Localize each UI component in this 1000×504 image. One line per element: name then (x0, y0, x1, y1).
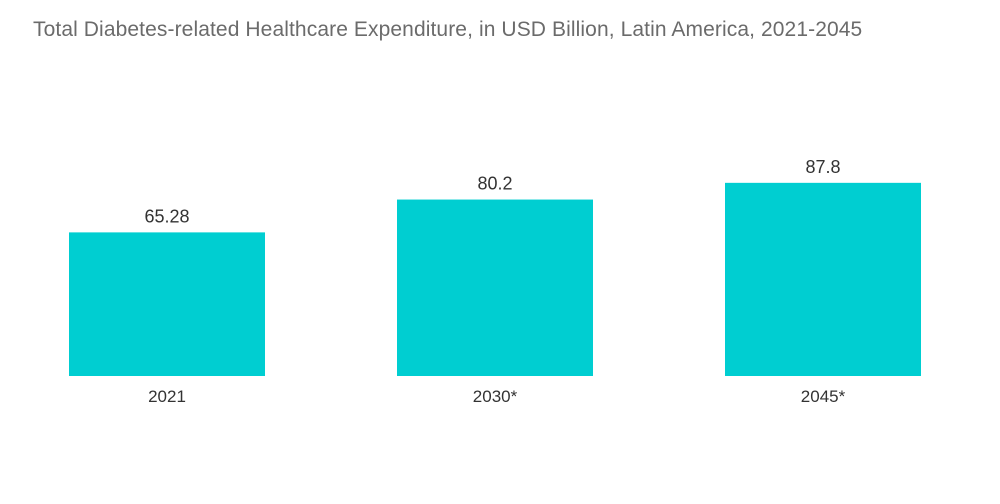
value-label-2021: 65.28 (144, 206, 189, 226)
value-label-2045-proj: 87.8 (805, 157, 840, 177)
x-tick-label-2030-proj: 2030* (473, 387, 518, 406)
x-tick-label-2045-proj: 2045* (801, 387, 846, 406)
bar-2030-proj (397, 199, 593, 376)
bars-group (69, 182, 921, 376)
chart-title: Total Diabetes-related Healthcare Expend… (33, 18, 863, 41)
bar-2021 (69, 232, 265, 376)
value-labels-group: 65.28 80.2 87.8 (144, 157, 840, 227)
bar-2045-proj (725, 182, 921, 376)
x-tick-label-2021: 2021 (148, 387, 186, 406)
x-tick-labels-group: 2021 2030* 2045* (148, 387, 846, 406)
value-label-2030-proj: 80.2 (477, 174, 512, 194)
